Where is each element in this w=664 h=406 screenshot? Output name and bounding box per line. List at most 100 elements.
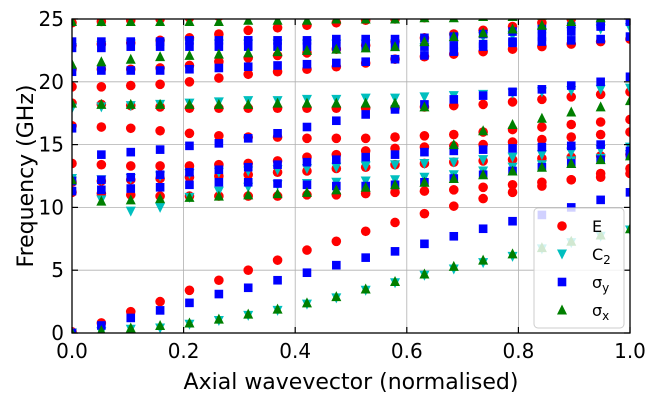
data-point bbox=[360, 133, 371, 144]
data-point bbox=[72, 43, 77, 53]
legend-marker bbox=[557, 304, 567, 315]
data-point bbox=[273, 179, 282, 188]
data-point bbox=[184, 128, 195, 139]
data-point bbox=[448, 185, 459, 195]
data-point bbox=[419, 176, 430, 187]
data-point bbox=[214, 42, 224, 51]
data-point bbox=[125, 123, 136, 134]
data-point bbox=[272, 303, 283, 314]
data-point bbox=[243, 36, 253, 45]
data-point bbox=[155, 98, 166, 109]
data-point bbox=[595, 101, 606, 112]
data-point bbox=[125, 53, 136, 64]
data-point bbox=[478, 99, 488, 110]
data-point bbox=[332, 34, 341, 44]
legend-marker bbox=[557, 221, 567, 231]
data-point bbox=[449, 95, 459, 104]
data-point bbox=[536, 19, 547, 30]
data-point bbox=[566, 157, 577, 168]
data-point bbox=[625, 72, 630, 82]
data-point bbox=[625, 188, 630, 197]
x-tick-label: 0.6 bbox=[391, 339, 423, 363]
data-point bbox=[331, 43, 342, 54]
data-point bbox=[185, 36, 194, 45]
data-point bbox=[125, 161, 136, 171]
data-point bbox=[214, 73, 224, 83]
data-point bbox=[420, 51, 429, 60]
data-point bbox=[390, 276, 401, 287]
data-point bbox=[478, 155, 489, 166]
data-point bbox=[478, 193, 488, 204]
data-point bbox=[537, 142, 547, 152]
data-point bbox=[184, 19, 195, 27]
data-point bbox=[97, 150, 106, 159]
data-point bbox=[155, 296, 165, 307]
data-point bbox=[537, 94, 547, 105]
data-point bbox=[566, 81, 576, 90]
data-point bbox=[96, 56, 107, 67]
data-point bbox=[302, 122, 312, 132]
data-point bbox=[566, 19, 577, 27]
data-point bbox=[155, 170, 165, 180]
data-point bbox=[72, 97, 77, 108]
data-point bbox=[419, 36, 430, 47]
data-point bbox=[184, 49, 195, 60]
data-point bbox=[302, 268, 312, 278]
data-point bbox=[301, 297, 312, 308]
data-point bbox=[361, 110, 370, 119]
data-point bbox=[214, 139, 224, 148]
data-point bbox=[213, 48, 224, 59]
data-point bbox=[273, 61, 282, 70]
data-point bbox=[272, 255, 283, 265]
data-point bbox=[272, 19, 283, 25]
data-point bbox=[419, 208, 430, 219]
data-point bbox=[273, 128, 282, 138]
data-point bbox=[566, 203, 576, 212]
data-point bbox=[243, 47, 254, 58]
data-point bbox=[478, 125, 489, 136]
data-point bbox=[537, 37, 547, 46]
data-point bbox=[625, 32, 630, 41]
legend-label-subscript: 2 bbox=[603, 253, 611, 267]
data-point bbox=[125, 80, 136, 91]
data-point bbox=[360, 283, 371, 294]
data-point bbox=[214, 131, 224, 141]
data-point bbox=[566, 174, 577, 185]
data-point bbox=[537, 177, 547, 188]
data-point bbox=[126, 147, 136, 157]
data-point bbox=[625, 19, 630, 26]
data-point bbox=[478, 91, 488, 100]
data-point bbox=[449, 231, 459, 241]
y-axis-title: Frequency (GHz) bbox=[14, 85, 39, 268]
data-point bbox=[96, 98, 107, 109]
data-point bbox=[478, 182, 488, 193]
y-tick-label: 20 bbox=[39, 70, 64, 94]
data-point bbox=[360, 226, 371, 237]
data-point bbox=[566, 92, 577, 102]
data-point bbox=[155, 183, 165, 192]
data-point bbox=[419, 92, 430, 103]
data-point bbox=[97, 324, 106, 333]
data-point bbox=[301, 186, 312, 197]
data-point bbox=[125, 322, 136, 333]
data-point bbox=[243, 162, 253, 172]
data-point bbox=[448, 201, 459, 211]
legend-label-subscript: y bbox=[602, 281, 609, 295]
data-point bbox=[361, 253, 370, 262]
data-point bbox=[155, 145, 165, 154]
data-point bbox=[478, 39, 488, 49]
data-point bbox=[448, 31, 459, 42]
data-point bbox=[331, 97, 342, 108]
data-point bbox=[478, 169, 489, 180]
legend-box bbox=[533, 207, 625, 329]
data-point bbox=[331, 133, 342, 144]
data-point bbox=[595, 154, 606, 165]
x-tick-label: 1.0 bbox=[614, 339, 646, 363]
data-point bbox=[214, 63, 224, 73]
x-tick-label: 0.2 bbox=[168, 339, 200, 363]
data-point bbox=[273, 36, 282, 45]
data-point bbox=[243, 62, 253, 72]
data-point bbox=[213, 190, 224, 201]
data-point bbox=[449, 146, 459, 156]
